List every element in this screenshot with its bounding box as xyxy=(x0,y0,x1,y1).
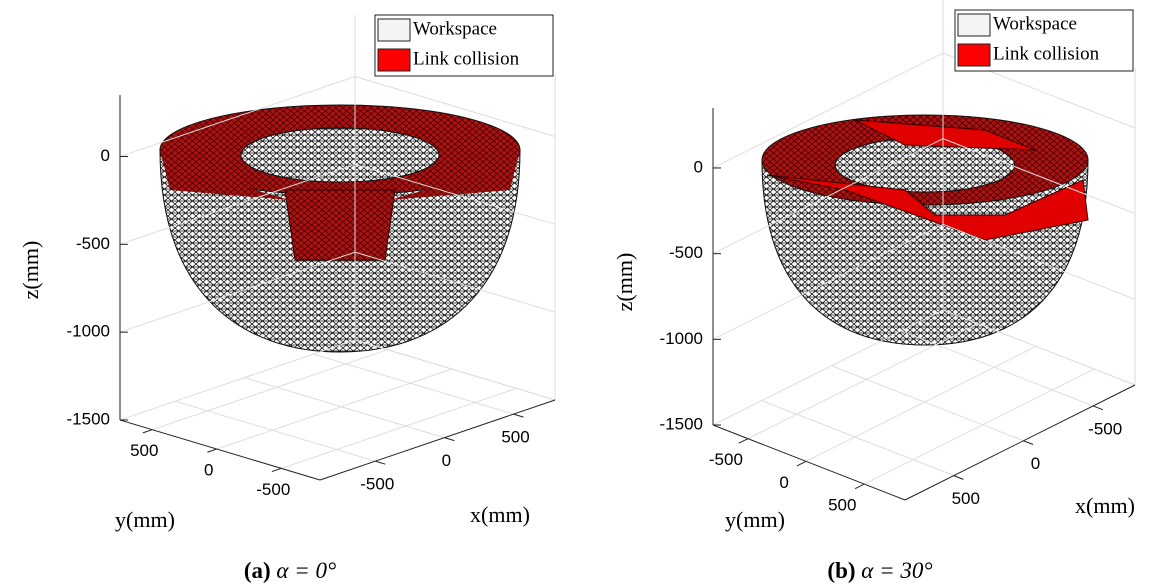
legend-label: Link collision xyxy=(413,48,520,69)
grid-line xyxy=(217,369,452,449)
x-tick-label: -500 xyxy=(1088,419,1122,438)
x-tick-label: 0 xyxy=(442,451,451,470)
caption: (a) α = 0° xyxy=(244,558,336,583)
y-tick-label: 0 xyxy=(204,461,213,480)
z-tick-label: -1500 xyxy=(660,414,703,433)
caption: (b) α = 30° xyxy=(827,558,932,583)
caption-text: α = 0° xyxy=(276,558,336,583)
x-axis-label: x(mm) xyxy=(470,502,530,527)
grid-line xyxy=(864,369,1094,484)
y-axis-label: y(mm) xyxy=(115,507,175,532)
y-axis-label: y(mm) xyxy=(725,507,785,532)
legend-swatch xyxy=(958,14,990,36)
z-axis-label: z(mm) xyxy=(18,241,43,300)
x-tick-label: -500 xyxy=(360,475,394,494)
grid-line xyxy=(901,331,1093,406)
grid-line xyxy=(152,350,387,430)
grid-line xyxy=(355,340,555,400)
figure: 0 -500 -1000 -1500 500 0 -500 -500 0 500 z(mm) y(mm… xyxy=(0,0,1150,587)
z-tick-label: -500 xyxy=(76,234,110,253)
y-tick-label: -500 xyxy=(256,480,290,499)
tick-mark xyxy=(444,438,454,441)
y-tick-label: -500 xyxy=(709,450,743,469)
grid-line xyxy=(175,401,375,461)
grid-line xyxy=(314,354,514,414)
legend-label: Link collision xyxy=(993,43,1100,64)
z-tick-label: -1000 xyxy=(660,329,703,348)
inner-rim xyxy=(241,128,439,182)
legend-label: Workspace xyxy=(413,18,497,39)
tick-mark xyxy=(207,449,216,452)
tick-mark xyxy=(143,430,152,433)
z-axis-label: z(mm) xyxy=(612,253,637,312)
x-tick-label: 0 xyxy=(1031,454,1040,473)
grid-line xyxy=(713,310,943,425)
caption-label: (b) xyxy=(827,558,855,583)
legend-swatch xyxy=(378,49,410,71)
y-tick-label: 0 xyxy=(779,473,788,492)
legend-swatch xyxy=(958,44,990,66)
grid-line xyxy=(831,366,1023,441)
tick-mark xyxy=(855,484,864,489)
z-tick-label: 0 xyxy=(101,146,110,165)
z-tick-label: 0 xyxy=(694,157,703,176)
tick-mark xyxy=(272,468,281,471)
x-tick-label: 500 xyxy=(952,489,980,508)
x-tick-label: 500 xyxy=(501,428,529,447)
y-tick-label: 500 xyxy=(130,441,158,460)
tick-mark xyxy=(514,414,524,417)
tick-mark xyxy=(1093,406,1103,410)
z-tick-label: -1000 xyxy=(67,322,110,341)
tick-mark xyxy=(375,461,385,464)
grid-line xyxy=(244,378,444,438)
legend-swatch xyxy=(378,19,410,41)
surfaces xyxy=(160,105,1088,352)
x-axis xyxy=(905,385,1135,500)
grid-line xyxy=(762,401,954,476)
x-axis-label: x(mm) xyxy=(1075,493,1135,518)
tick-mark xyxy=(1023,441,1033,445)
collision-region xyxy=(285,190,395,260)
legend-label: Workspace xyxy=(993,13,1077,34)
tick-mark xyxy=(797,461,806,466)
caption-label: (a) xyxy=(244,558,271,583)
grid-line xyxy=(281,388,516,468)
tick-mark xyxy=(954,476,964,480)
grid-line xyxy=(943,310,1135,385)
z-tick-label: -1500 xyxy=(67,409,110,428)
grid-line xyxy=(748,324,978,439)
z-tick-label: -500 xyxy=(669,243,703,262)
caption-text: α = 30° xyxy=(861,558,932,583)
y-tick-label: 500 xyxy=(828,496,856,515)
tick-mark xyxy=(739,439,748,444)
grid-line xyxy=(120,340,355,420)
grid-line xyxy=(806,346,1036,461)
